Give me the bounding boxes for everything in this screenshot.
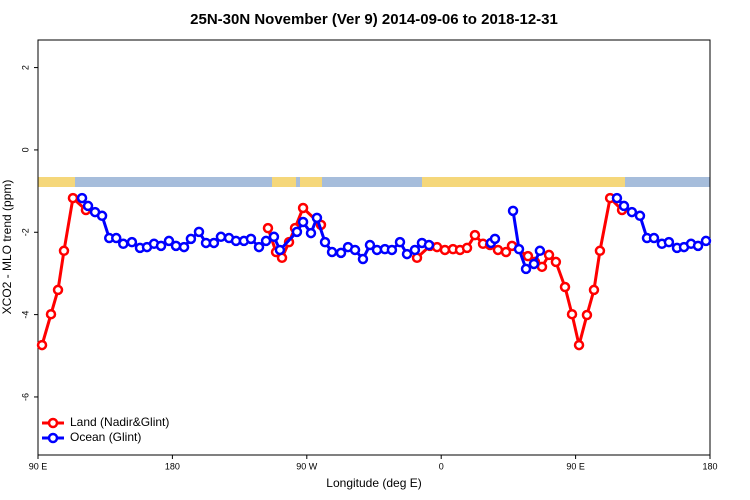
- data-point: [82, 200, 94, 212]
- y-tick-label: -4: [20, 311, 30, 319]
- data-point: [58, 245, 70, 257]
- data-point: [489, 233, 501, 245]
- legend-marker: [47, 417, 59, 429]
- data-point: [170, 240, 182, 252]
- land-ocean-strip: [38, 177, 710, 187]
- data-point: [357, 253, 369, 265]
- data-point: [319, 236, 331, 248]
- data-point: [215, 231, 227, 243]
- data-point: [461, 242, 473, 254]
- data-point: [311, 212, 323, 224]
- data-point: [67, 192, 79, 204]
- data-point: [500, 246, 512, 258]
- data-point: [163, 235, 175, 247]
- data-point: [409, 244, 421, 256]
- data-point: [588, 284, 600, 296]
- data-point: [253, 241, 265, 253]
- x-tick-label: 90 W: [296, 461, 318, 471]
- data-point: [268, 231, 280, 243]
- series-line: [40, 195, 624, 346]
- data-point: [111, 232, 122, 244]
- data-point: [274, 244, 286, 256]
- data-point: [507, 205, 519, 217]
- data-point: [193, 226, 205, 238]
- land-strip: [300, 177, 322, 187]
- ocean-strip: [38, 177, 710, 187]
- data-point: [692, 240, 704, 252]
- data-point: [566, 308, 578, 320]
- data-point: [297, 202, 309, 214]
- land-strip: [272, 177, 296, 187]
- data-point: [291, 226, 303, 238]
- data-point: [550, 256, 562, 268]
- x-tick-label: 90 E: [566, 461, 585, 471]
- x-tick-label: 180: [702, 461, 717, 471]
- data-point: [700, 235, 712, 247]
- data-point: [297, 216, 309, 228]
- data-point: [469, 229, 481, 241]
- data-point: [52, 284, 64, 296]
- data-point: [245, 233, 257, 245]
- data-point: [581, 309, 593, 321]
- data-point: [386, 244, 398, 256]
- data-point: [492, 244, 504, 256]
- data-point: [335, 247, 347, 259]
- data-point: [536, 261, 548, 273]
- data-point: [522, 250, 534, 262]
- x-axis-title: Longitude (deg E): [326, 476, 421, 490]
- data-point: [634, 210, 646, 222]
- data-point: [185, 233, 197, 245]
- y-tick-label: 2: [20, 65, 30, 70]
- data-point: [611, 192, 623, 204]
- data-point: [618, 200, 630, 212]
- chart-title: 25N-30N November (Ver 9) 2014-09-06 to 2…: [190, 11, 558, 28]
- y-axis-title: XCO2 - MLO trend (ppm): [0, 180, 14, 315]
- data-point: [423, 239, 435, 251]
- data-point: [559, 281, 571, 293]
- data-point: [262, 222, 274, 234]
- data-point: [663, 236, 675, 248]
- series-line: [80, 197, 707, 272]
- data-point: [364, 239, 376, 251]
- data-point: [573, 339, 585, 351]
- data-point: [401, 248, 413, 260]
- data-point: [543, 249, 555, 261]
- land-strip: [38, 177, 75, 187]
- legend-marker: [47, 432, 59, 444]
- land-strip: [422, 177, 625, 187]
- data-point: [45, 308, 57, 320]
- y-tick-label: -2: [20, 228, 30, 236]
- data-point: [76, 192, 88, 204]
- data-point: [439, 244, 451, 256]
- x-tick-label: 0: [439, 461, 444, 471]
- x-tick-label: 180: [165, 461, 180, 471]
- data-point: [349, 244, 361, 256]
- y-tick-label: -6: [20, 393, 30, 401]
- data-point: [534, 245, 546, 257]
- data-point: [96, 210, 108, 222]
- plot-frame: [37, 39, 711, 456]
- data-point: [178, 241, 190, 253]
- data-point: [208, 237, 220, 249]
- data-point: [626, 206, 638, 218]
- data-point: [126, 236, 138, 248]
- data-point: [648, 232, 660, 244]
- data-point: [520, 263, 532, 275]
- data-point: [260, 235, 272, 247]
- legend-label: Land (Nadir&Glint): [70, 415, 169, 429]
- legend-label: Ocean (Glint): [70, 430, 141, 444]
- data-point: [594, 245, 606, 257]
- data-point: [394, 236, 406, 248]
- data-point: [36, 339, 48, 351]
- data-point: [528, 258, 540, 270]
- x-tick-label: 90 E: [29, 461, 48, 471]
- data-point: [155, 240, 167, 252]
- data-point: [513, 243, 525, 255]
- data-point: [326, 246, 338, 258]
- data-point: [305, 227, 317, 239]
- y-tick-label: 0: [20, 147, 30, 152]
- data-point: [118, 238, 129, 250]
